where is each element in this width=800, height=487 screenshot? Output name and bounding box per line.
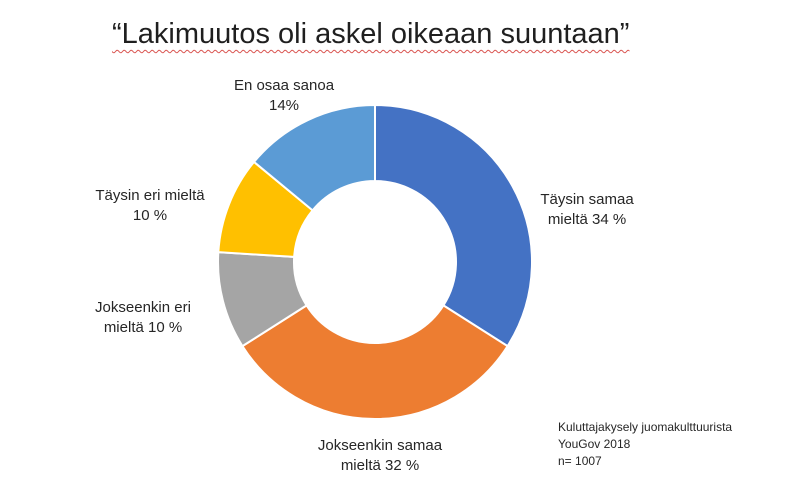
slice-en-osaa <box>252 103 376 212</box>
chart-title: “Lakimuutos oli askel oikeaan suuntaan” <box>112 18 630 50</box>
source-line-sample: n= 1007 <box>558 454 602 468</box>
source-line-provider: YouGov 2018 <box>558 437 631 451</box>
label-taysin-eri: Täysin eri mieltä 10 % <box>95 187 205 224</box>
label-jokseenkin-samaa: Jokseenkin samaa mieltä 32 % <box>318 437 443 474</box>
source-note: Kuluttajakysely juomakulttuurista YouGov… <box>558 419 732 470</box>
label-jokseenkin-eri: Jokseenkin eri mieltä 10 % <box>95 299 191 336</box>
slice-jokseenkin-samaa <box>241 304 509 420</box>
label-en-osaa: En osaa sanoa 14% <box>234 77 335 114</box>
label-taysin-samaa: Täysin samaa mieltä 34 % <box>540 191 634 228</box>
source-line-survey: Kuluttajakysely juomakulttuurista <box>558 420 733 434</box>
slice-labels: Täysin samaa mieltä 34 % Jokseenkin samaa m… <box>95 77 634 474</box>
donut-slices <box>217 103 533 420</box>
slice-taysin-samaa <box>374 103 533 348</box>
